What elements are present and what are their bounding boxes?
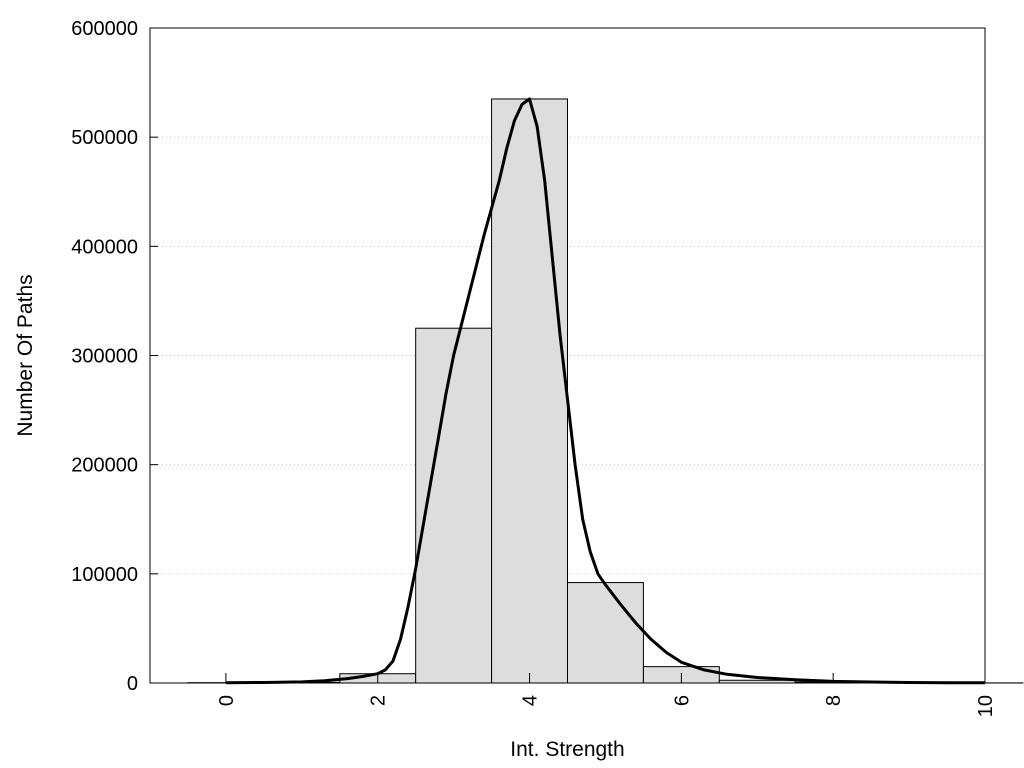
y-tick-label: 100000 — [71, 564, 138, 586]
x-tick-label: 6 — [671, 695, 693, 706]
y-tick-label: 400000 — [71, 236, 138, 258]
x-axis-title: Int. Strength — [510, 738, 624, 761]
y-axis-title: Number Of Paths — [14, 274, 37, 436]
y-tick-label: 600000 — [71, 18, 138, 40]
x-tick-label: 2 — [368, 695, 390, 706]
fit-curve-line — [225, 97, 986, 685]
histogram-bars — [187, 98, 1024, 684]
y-tick-label: 0 — [127, 673, 138, 695]
x-tick-label: 4 — [520, 695, 542, 706]
histogram-bar — [415, 327, 493, 684]
y-tick-label: 500000 — [71, 127, 138, 149]
x-tick-label: 8 — [823, 695, 845, 706]
axis-ticks: 0 100000 200000 300000 400000 500000 600000 0 2 4… — [71, 18, 997, 717]
histogram-bar — [491, 98, 568, 684]
x-tick-label: 0 — [216, 695, 238, 706]
y-tick-label: 200000 — [71, 455, 138, 477]
y-tick-label: 300000 — [71, 346, 138, 368]
histogram-bar — [567, 582, 644, 684]
x-tick-label: 10 — [975, 695, 997, 717]
fit-curve — [225, 97, 986, 685]
